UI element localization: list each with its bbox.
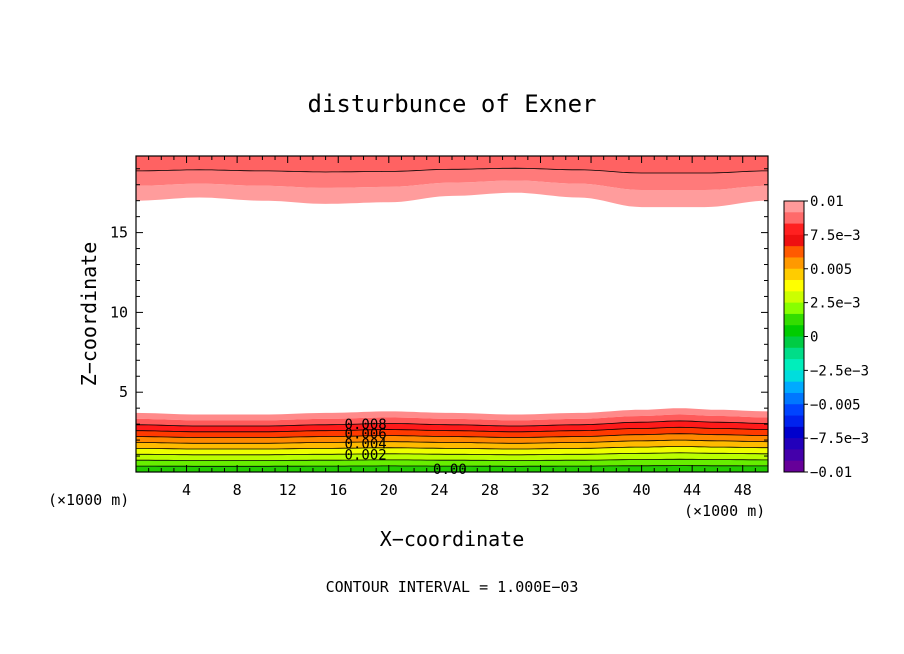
colorbar-swatch (784, 426, 804, 439)
chart-title: disturbunce of Exner (308, 90, 597, 118)
colorbar-swatch (784, 381, 804, 394)
colorbar-swatch (784, 291, 804, 304)
colorbar-label: −7.5e−3 (810, 431, 869, 447)
y-axis-label: Z−coordinate (77, 242, 101, 387)
contour-line-lower (136, 439, 769, 444)
contour-band-lower (136, 459, 768, 467)
x-tick-label: 16 (329, 481, 347, 499)
x-tick-label: 4 (182, 481, 191, 499)
colorbar-swatch (784, 370, 804, 383)
x-tick-label: 28 (481, 481, 499, 499)
x-tick-label: 32 (531, 481, 549, 499)
colorbar-label: 7.5e−3 (810, 228, 861, 244)
contour-line-lower (136, 426, 768, 433)
colorbar-swatch (784, 302, 804, 315)
x-tick-label: 20 (380, 481, 398, 499)
colorbar-label: 0.005 (810, 262, 852, 278)
colorbar-swatch (784, 392, 804, 405)
y-tick-label: 5 (119, 383, 128, 401)
colorbar-label: 2.5e−3 (810, 296, 861, 312)
contour-line-lower (136, 446, 768, 450)
colorbar-label: 0 (810, 330, 818, 346)
colorbar (783, 200, 808, 473)
colorbar-swatch (784, 460, 804, 473)
contour-band-lower (136, 440, 768, 449)
colorbar-swatch (784, 347, 804, 360)
colorbar-swatch (784, 280, 804, 292)
contour-band-lower (136, 433, 768, 444)
contour-band-upper (136, 180, 768, 208)
y-tick-label: 10 (110, 303, 128, 321)
contour-interval-note: CONTOUR INTERVAL = 1.000E−03 (326, 578, 579, 596)
contour-band-lower (136, 408, 768, 421)
colorbar-label: −2.5e−3 (810, 363, 869, 379)
colorbar-swatch (784, 257, 804, 270)
colorbar-swatch (784, 359, 804, 371)
colorbar-swatch (784, 246, 804, 258)
x-tick-label: 12 (279, 481, 297, 499)
x-axis-unit-right: (×1000 m) (684, 502, 765, 520)
colorbar-swatch (784, 415, 804, 428)
x-axis-label: X−coordinate (380, 527, 525, 551)
contour-line-lower (136, 465, 768, 467)
colorbar-swatch (784, 234, 804, 247)
x-axis-unit-left: (×1000 m) (48, 491, 129, 509)
y-tick-label: 15 (110, 224, 128, 242)
contour-label: 0.008 (345, 417, 387, 433)
colorbar-swatch (784, 212, 804, 224)
colorbar-swatch (784, 325, 804, 337)
contour-lines (136, 167, 769, 467)
x-tick-label: 36 (582, 481, 600, 499)
colorbar-label: −0.01 (810, 465, 852, 481)
contour-band-upper (136, 156, 768, 173)
colorbar-swatch (784, 268, 804, 281)
contour-line-lower (136, 452, 768, 456)
x-tick-label: 40 (633, 481, 651, 499)
contour-label: 0.004 (345, 436, 387, 452)
colorbar-swatch (784, 201, 804, 213)
contour-band-upper (136, 168, 768, 190)
contour-label: 0.006 (345, 427, 387, 443)
contour-band-lower (136, 446, 768, 455)
contour-label: 0.002 (345, 447, 387, 463)
colorbar-swatch (784, 404, 804, 416)
contour-line-upper (136, 167, 768, 174)
colorbar-swatch (784, 336, 804, 349)
colorbar-labels: 0.01 7.5e−3 0.005 2.5e−3 0 −2.5e−3 −0.005 −7.5e… (810, 194, 869, 481)
x-tick-label: 8 (233, 481, 242, 499)
contour-label: 0.00 (433, 462, 467, 478)
colorbar-swatch (784, 223, 804, 236)
x-tick-label: 44 (683, 481, 701, 499)
contour-line-lower (136, 420, 769, 427)
x-tick-label: 24 (430, 481, 448, 499)
colorbar-label: −0.005 (810, 397, 861, 413)
x-tick-label: 48 (734, 481, 752, 499)
colorbar-swatch (784, 313, 804, 326)
contour-line-lower (136, 458, 768, 461)
x-axis: 4 8 12 16 20 24 28 32 36 40 44 48 (148, 156, 756, 499)
contour-line-lower (136, 433, 768, 438)
colorbar-label: 0.01 (810, 194, 844, 210)
colorbar-swatch (784, 449, 804, 462)
colorbar-swatch (784, 438, 804, 450)
y-axis: 5 10 15 (110, 168, 768, 457)
contour-fill (136, 156, 768, 472)
